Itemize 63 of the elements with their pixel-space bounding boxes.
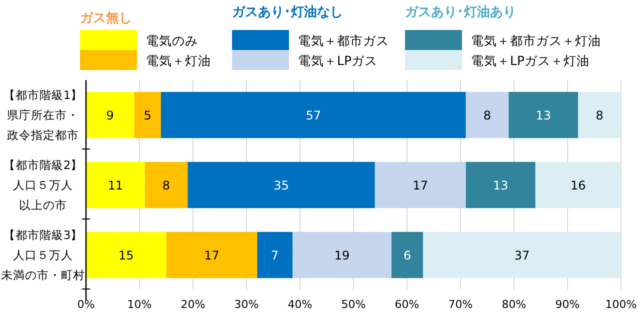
legend-label: 電気＋都市ガス＋灯油 — [471, 33, 601, 48]
bar — [535, 162, 621, 208]
x-tick-label: 10% — [127, 298, 152, 311]
legend-label: 電気＋都市ガス — [298, 33, 389, 48]
x-tick-label: 70% — [448, 298, 473, 311]
data-label: 57 — [306, 108, 322, 122]
data-label: 7 — [271, 248, 279, 262]
bar — [391, 232, 424, 278]
bar — [160, 92, 466, 138]
data-label: 5 — [144, 108, 152, 122]
bar — [134, 92, 161, 138]
bar — [86, 232, 166, 278]
text: ガスあり･灯油なし — [232, 5, 343, 20]
bar — [188, 162, 375, 208]
bar — [466, 162, 536, 208]
x-tick-label: 100% — [605, 298, 637, 311]
bar — [86, 162, 145, 208]
data-label: 9 — [106, 108, 114, 122]
data-label: 6 — [403, 248, 412, 262]
y-tick-label: 【都市階級2】人口５万人以上の市 — [3, 158, 83, 212]
legend-label: 電気＋灯油 — [146, 53, 211, 68]
legend-label: 電気＋LPガス — [298, 53, 378, 68]
x-tick-label: 40% — [288, 298, 312, 311]
data-label: 13 — [536, 108, 552, 122]
text: ガスあり･灯油あり — [405, 5, 516, 20]
data-label: 35 — [274, 178, 289, 192]
data-label: 11 — [108, 178, 124, 192]
x-tick-label: 80% — [502, 298, 526, 311]
legend-label: 電気のみ — [146, 33, 198, 48]
data-label: 8 — [596, 108, 604, 122]
bar — [508, 92, 578, 138]
legend-電気＋都市ガス＋灯油: 電気＋都市ガス＋灯油 — [405, 30, 601, 50]
data-label: 17 — [204, 248, 220, 262]
bar — [374, 162, 466, 208]
bar — [257, 232, 293, 278]
bar — [423, 232, 621, 278]
data-label: 8 — [162, 178, 170, 192]
legend-label: 電気＋LPガス＋灯油 — [471, 53, 590, 68]
x-tick-label: 0% — [77, 298, 95, 311]
data-label: 37 — [514, 248, 530, 262]
data-label: 16 — [570, 178, 586, 192]
bar — [144, 162, 188, 208]
x-tick-label: 30% — [234, 298, 259, 311]
data-label: 19 — [334, 248, 350, 262]
y-tick-label: 【都市階級3】人口５万人未満の市・町村 — [1, 228, 85, 282]
bar — [86, 92, 134, 138]
x-tick-label: 20% — [180, 298, 206, 311]
data-label: 15 — [118, 248, 134, 262]
legend-電気＋都市ガス: 電気＋都市ガス — [232, 30, 389, 50]
data-label: 13 — [492, 178, 508, 192]
x-tick-label: 60% — [394, 298, 420, 311]
x-tick-label: 50% — [341, 298, 366, 311]
text: ガス無し — [80, 11, 132, 26]
bar — [292, 232, 392, 278]
legend-電気のみ: 電気のみ — [80, 30, 198, 50]
y-tick-label: 【都市階級1】県庁所在市・政令指定都市 — [3, 88, 83, 142]
data-label: 8 — [483, 108, 492, 122]
legend-電気＋灯油: 電気＋灯油 — [80, 50, 211, 70]
data-label: 17 — [412, 178, 428, 192]
x-tick-label: 90% — [555, 298, 580, 311]
bar — [578, 92, 621, 138]
bar — [166, 232, 258, 278]
bar — [466, 92, 509, 138]
